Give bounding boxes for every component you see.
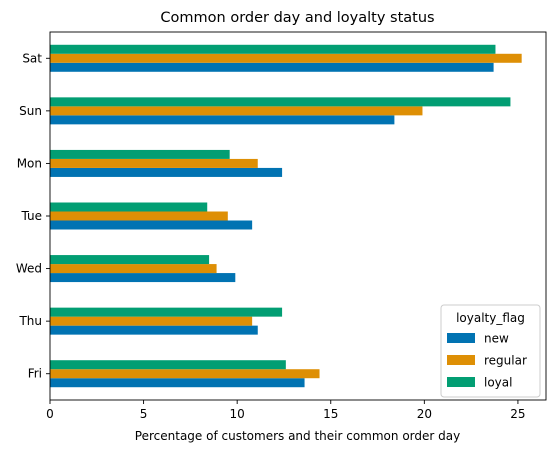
bar-regular-sat: [50, 53, 522, 63]
bar-loyal-sun: [50, 97, 511, 107]
x-tick-label-0: 0: [46, 407, 54, 421]
bar-regular-thu: [50, 316, 253, 326]
bar-new-sun: [50, 115, 395, 125]
legend-swatch-regular: [447, 355, 475, 365]
y-tick-label-mon: Mon: [17, 156, 42, 170]
y-tick-label-sun: Sun: [19, 104, 42, 118]
x-tick-label-10: 10: [230, 407, 245, 421]
bar-regular-fri: [50, 369, 320, 379]
x-tick-label-20: 20: [417, 407, 432, 421]
bar-loyal-wed: [50, 255, 210, 265]
y-tick-label-fri: Fri: [28, 367, 42, 381]
legend-label-loyal: loyal: [484, 376, 512, 390]
chart-title: Common order day and loyalty status: [160, 10, 434, 26]
bar-new-tue: [50, 220, 253, 230]
legend-label-regular: regular: [484, 354, 527, 368]
bar-new-thu: [50, 325, 258, 335]
bar-loyal-sat: [50, 44, 496, 54]
bar-regular-wed: [50, 264, 217, 274]
legend-swatch-new: [447, 333, 475, 343]
legend-box: [440, 304, 541, 398]
bar-new-mon: [50, 167, 283, 177]
x-tick-label-5: 5: [140, 407, 148, 421]
bar-regular-tue: [50, 211, 228, 221]
bar-regular-mon: [50, 158, 258, 168]
bar-loyal-mon: [50, 149, 230, 159]
x-axis: 0 5 10 15 20 25: [46, 400, 526, 421]
legend: loyalty_flag new regular loyal: [440, 304, 541, 398]
bar-loyal-thu: [50, 307, 283, 317]
y-tick-label-tue: Tue: [21, 209, 43, 223]
x-tick-label-15: 15: [323, 407, 338, 421]
x-tick-label-25: 25: [510, 407, 525, 421]
bar-regular-sun: [50, 106, 423, 116]
legend-title: loyalty_flag: [456, 311, 525, 325]
y-axis: Sat Sun Mon Tue Wed Thu Fri: [16, 51, 50, 381]
bars-group: [50, 44, 522, 388]
bar-loyal-tue: [50, 202, 208, 212]
y-tick-label-sat: Sat: [22, 51, 42, 65]
legend-label-new: new: [484, 332, 509, 346]
bar-new-wed: [50, 273, 236, 283]
bar-new-fri: [50, 378, 305, 388]
y-tick-label-thu: Thu: [18, 314, 42, 328]
x-axis-label: Percentage of customers and their common…: [135, 429, 460, 443]
y-tick-label-wed: Wed: [16, 262, 42, 276]
bar-loyal-fri: [50, 360, 286, 370]
legend-swatch-loyal: [447, 377, 475, 387]
bar-new-sat: [50, 62, 494, 72]
